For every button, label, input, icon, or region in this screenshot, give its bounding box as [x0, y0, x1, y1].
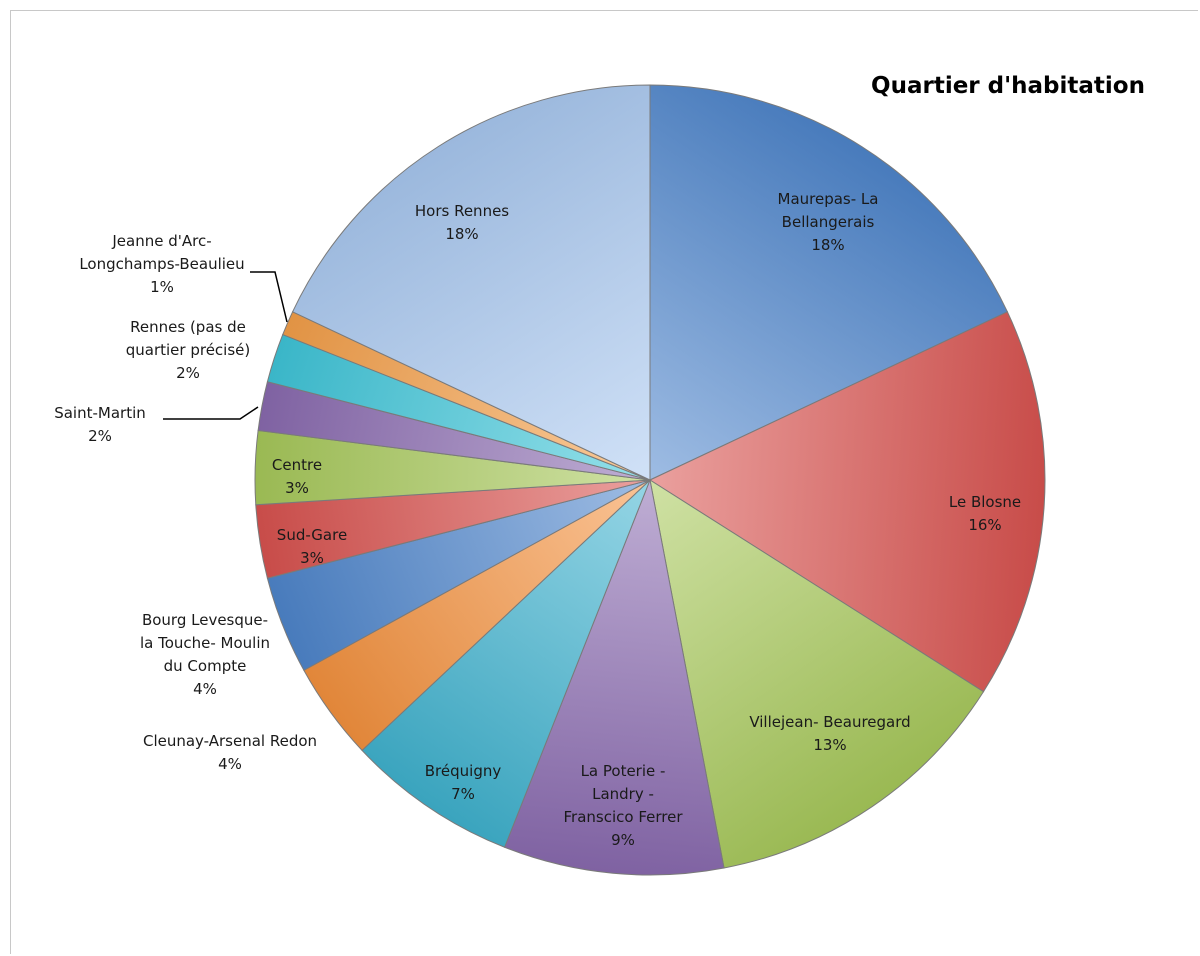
slice-label-line: Jeanne d'Arc-	[111, 232, 211, 250]
slice-label-8: Centre 3%	[272, 456, 322, 497]
slice-label-line: 18%	[811, 236, 844, 254]
slice-label-line: Villejean- Beauregard	[749, 713, 910, 731]
slice-label-line: Bellangerais	[782, 213, 875, 231]
slice-label-line: Franscico Ferrer	[564, 808, 684, 826]
slice-label-line: 3%	[285, 479, 309, 497]
leader-line-9	[163, 406, 259, 420]
slice-label-11: Jeanne d'Arc- Longchamps-Beaulieu 1%	[79, 232, 244, 296]
pie-slice-4	[361, 479, 651, 848]
slice-label-4: Bréquigny 7%	[425, 762, 502, 803]
slice-label-line: Longchamps-Beaulieu	[79, 255, 244, 273]
slice-label-line: 3%	[300, 549, 324, 567]
leader-lines	[163, 271, 288, 420]
slice-label-line: 18%	[445, 225, 478, 243]
slice-label-line: Maurepas- La	[778, 190, 879, 208]
slice-label-line: 4%	[193, 680, 217, 698]
slice-label-10: Rennes (pas de quartier précisé) 2%	[126, 318, 251, 382]
slice-label-line: du Compte	[164, 657, 247, 675]
pie-slice-2	[649, 478, 985, 869]
slice-label-7: Sud-Gare 3%	[277, 526, 347, 567]
slice-label-line: Hors Rennes	[415, 202, 509, 220]
slice-label-12: Hors Rennes 18%	[415, 202, 509, 243]
slice-label-9: Saint-Martin 2%	[54, 404, 146, 445]
chart-title: Quartier d'habitation	[871, 73, 1145, 99]
slice-label-0: Maurepas- La Bellangerais 18%	[778, 190, 879, 254]
slice-label-5: Cleunay-Arsenal Redon 4%	[143, 732, 317, 773]
slice-label-line: 2%	[88, 427, 112, 445]
slice-label-line: 16%	[968, 516, 1001, 534]
pie-slice-3	[503, 478, 725, 876]
slice-label-6: Bourg Levesque-la Touche- Moulin du Compt…	[140, 611, 270, 698]
slice-label-line: Bréquigny	[425, 762, 502, 780]
slice-label-line: Centre	[272, 456, 322, 474]
slice-label-line: la Touche- Moulin	[140, 634, 270, 652]
slice-label-line: 4%	[218, 755, 242, 773]
pie-slice-0	[649, 84, 1009, 481]
slice-label-2: Villejean- Beauregard 13%	[749, 713, 910, 754]
slice-label-line: Cleunay-Arsenal Redon	[143, 732, 317, 750]
slice-label-1: Le Blosne 16%	[949, 493, 1021, 534]
slice-label-line: Le Blosne	[949, 493, 1021, 511]
slice-label-line: La Poterie -	[581, 762, 666, 780]
slice-label-line: quartier précisé)	[126, 341, 251, 359]
slice-label-3: La Poterie - Landry - Franscico Ferrer 9%	[564, 762, 684, 849]
slice-label-line: Sud-Gare	[277, 526, 347, 544]
slice-label-line: 13%	[813, 736, 846, 754]
leader-line-11	[250, 271, 288, 323]
pie-slice-1	[648, 311, 1046, 693]
slice-label-line: Rennes (pas de	[130, 318, 246, 336]
slice-label-line: 9%	[611, 831, 635, 849]
pie-slice-12	[291, 84, 651, 481]
slice-label-line: Bourg Levesque-	[142, 611, 268, 629]
slices-layer	[254, 84, 1046, 876]
slice-label-line: Landry -	[592, 785, 654, 803]
slice-label-line: 7%	[451, 785, 475, 803]
slice-label-line: 1%	[150, 278, 174, 296]
slice-label-line: Saint-Martin	[54, 404, 146, 422]
labels-layer: Maurepas- La Bellangerais 18% Le Blosne 16% V…	[54, 190, 1021, 849]
slice-label-line: 2%	[176, 364, 200, 382]
